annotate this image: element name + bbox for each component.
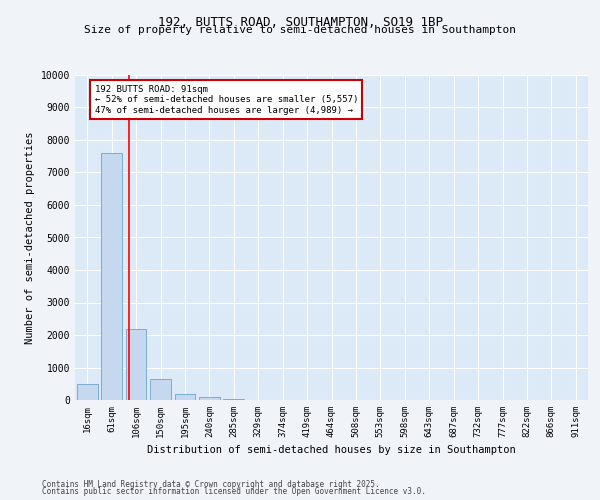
Text: 192 BUTTS ROAD: 91sqm
← 52% of semi-detached houses are smaller (5,557)
47% of s: 192 BUTTS ROAD: 91sqm ← 52% of semi-deta… xyxy=(95,84,358,114)
Bar xyxy=(150,379,171,400)
Text: Size of property relative to semi-detached houses in Southampton: Size of property relative to semi-detach… xyxy=(84,25,516,35)
X-axis label: Distribution of semi-detached houses by size in Southampton: Distribution of semi-detached houses by … xyxy=(147,446,516,456)
Y-axis label: Number of semi-detached properties: Number of semi-detached properties xyxy=(25,131,35,344)
Bar xyxy=(223,399,244,400)
Bar xyxy=(125,328,146,400)
Bar xyxy=(199,397,220,400)
Bar xyxy=(175,394,196,400)
Bar xyxy=(101,153,122,400)
Bar xyxy=(77,384,98,400)
Text: 192, BUTTS ROAD, SOUTHAMPTON, SO19 1BP: 192, BUTTS ROAD, SOUTHAMPTON, SO19 1BP xyxy=(157,16,443,29)
Text: Contains HM Land Registry data © Crown copyright and database right 2025.: Contains HM Land Registry data © Crown c… xyxy=(42,480,380,489)
Text: Contains public sector information licensed under the Open Government Licence v3: Contains public sector information licen… xyxy=(42,487,426,496)
